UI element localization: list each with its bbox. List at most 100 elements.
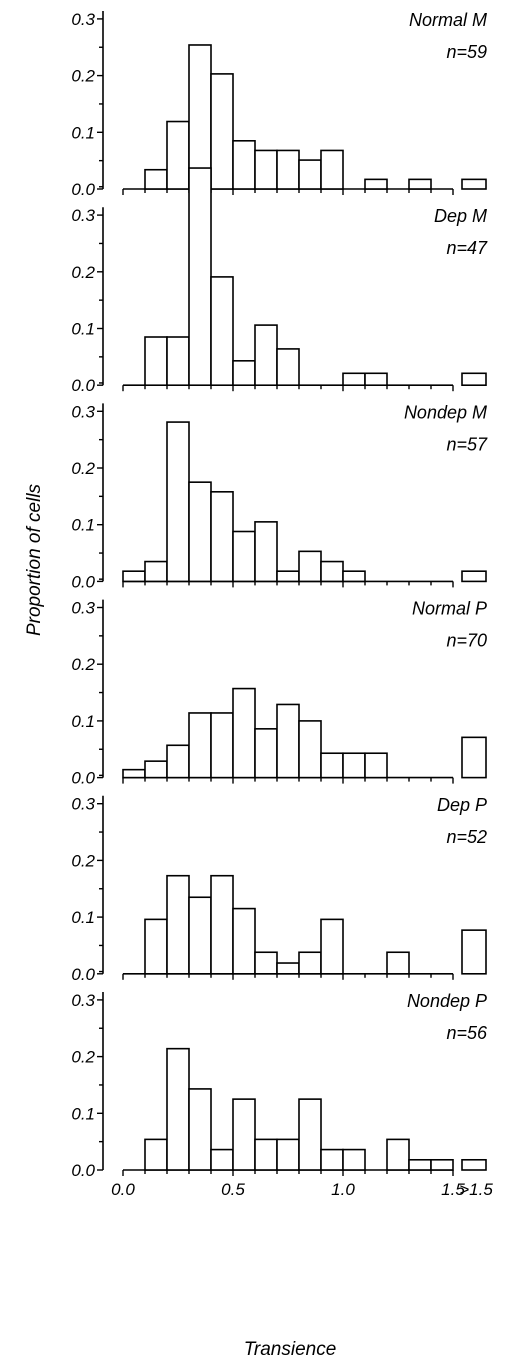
y-tick-label: 0.2 [71,851,95,870]
histogram-panels: 0.0 0.1 0.2 0.3 Normal M n=59 0.0 0.1 0.2 0.3 Dep … [71,10,493,1199]
histogram-bar [430,1158,454,1171]
panel-title: Nondep P [407,991,487,1011]
panel-title: Dep M [434,206,487,226]
y-tick-label: 0.3 [71,795,95,814]
x-tick-label-overflow: >1.5 [459,1180,493,1199]
panel-n-label: n=70 [446,631,487,651]
panel-nondep-m: 0.0 0.1 0.2 0.3 Nondep M n=57 [71,382,488,591]
y-tick-label: 0.1 [71,908,95,927]
histogram-bar [408,1158,432,1171]
histogram-bar [166,1047,190,1171]
histogram-bar [276,703,300,779]
histogram-bar [276,962,300,975]
panel-dep-m: 0.0 0.1 0.2 0.3 Dep M n=47 [71,167,488,395]
histogram-bar [342,372,366,386]
y-tick-label: 0.2 [71,1048,95,1067]
panel-n-label: n=57 [446,434,488,454]
histogram-bar [364,372,388,386]
panel-normal-p: 0.0 0.1 0.2 0.3 Normal P n=70 [71,578,487,788]
panel-n-label: n=56 [446,1023,488,1043]
histogram-bar [188,481,212,583]
histogram-bar [188,1088,212,1171]
histogram-bar [210,491,234,583]
histogram-bar [408,178,432,190]
x-axis-label: Transience [244,1339,337,1360]
panel-title: Normal P [412,599,487,619]
histogram-bar [166,120,190,190]
histogram-bar [232,687,256,779]
histogram-bar [232,360,256,387]
histogram-bar [342,752,366,779]
panel-title: Dep P [437,795,487,815]
y-tick-label: 0.1 [71,320,95,339]
y-tick-label: 0.3 [71,991,95,1010]
histogram-bar [386,951,410,975]
histogram-bar [232,1098,256,1171]
histogram-bar [188,712,212,779]
histogram-bar [320,560,344,583]
histogram-bar [298,1098,322,1171]
y-tick-label: 0.0 [71,769,95,788]
y-tick-label: 0.0 [71,180,95,199]
histogram-bar [232,907,256,975]
overflow-bar [461,372,487,386]
y-tick-label: 0.0 [71,965,95,984]
histogram-bar [342,1148,366,1171]
histogram-bar [276,348,300,386]
histogram-bar [254,1138,278,1171]
histogram-bar [166,874,190,975]
panel-nondep-p: 0.0 0.1 0.2 0.3 Nondep P n=56 0.0 0.5 1.0 1.5>1.5 [71,970,493,1199]
y-tick-label: 0.2 [71,263,95,282]
histogram-bar [320,918,344,975]
histogram-bar [276,1138,300,1171]
histogram-bar [254,951,278,975]
x-tick-label: 1.5 [441,1180,465,1199]
histogram-bar [188,896,212,975]
x-tick-label: 0.0 [111,1180,135,1199]
histogram-bar [144,760,168,779]
panel-title: Nondep M [404,402,487,422]
y-tick-label: 0.3 [71,402,95,421]
panel-n-label: n=47 [446,238,488,258]
histogram-bar [386,1138,410,1171]
histogram-bar [276,149,300,190]
y-tick-label: 0.2 [71,459,95,478]
histogram-bar [254,521,278,583]
histogram-bar [144,336,168,387]
histogram-bar [364,178,388,190]
histogram-bar [320,149,344,190]
histogram-bar [320,752,344,779]
histogram-bar [232,530,256,583]
y-tick-label: 0.2 [71,655,95,674]
y-tick-label: 0.3 [71,599,95,618]
histogram-bar [166,744,190,779]
histogram-bar [254,324,278,386]
y-tick-label: 0.1 [71,1104,95,1123]
histogram-bar [232,140,256,190]
y-tick-label: 0.0 [71,1161,95,1180]
y-tick-label: 0.1 [71,712,95,731]
panel-dep-p: 0.0 0.1 0.2 0.3 Dep P n=52 [71,774,487,984]
histogram-bar [144,168,168,190]
y-axis-label: Proportion of cells [24,483,45,636]
x-tick-label: 1.0 [331,1180,355,1199]
panel-normal-m: 0.0 0.1 0.2 0.3 Normal M n=59 [71,10,487,199]
histogram-bar [254,149,278,190]
histogram-bar [144,1138,168,1171]
histogram-bar [342,570,366,583]
histogram-bar [298,720,322,779]
histogram-bar [320,1148,344,1171]
histogram-bar [298,159,322,190]
overflow-bar [461,736,487,779]
histogram-bar [122,768,146,779]
y-tick-label: 0.0 [71,376,95,395]
y-tick-label: 0.1 [71,123,95,142]
histogram-bar [144,560,168,583]
histogram-bar [122,570,146,583]
histogram-bar [276,570,300,583]
panel-n-label: n=59 [446,42,487,62]
panel-n-label: n=52 [446,827,487,847]
histogram-bar [298,550,322,583]
histogram-bar [188,167,212,386]
